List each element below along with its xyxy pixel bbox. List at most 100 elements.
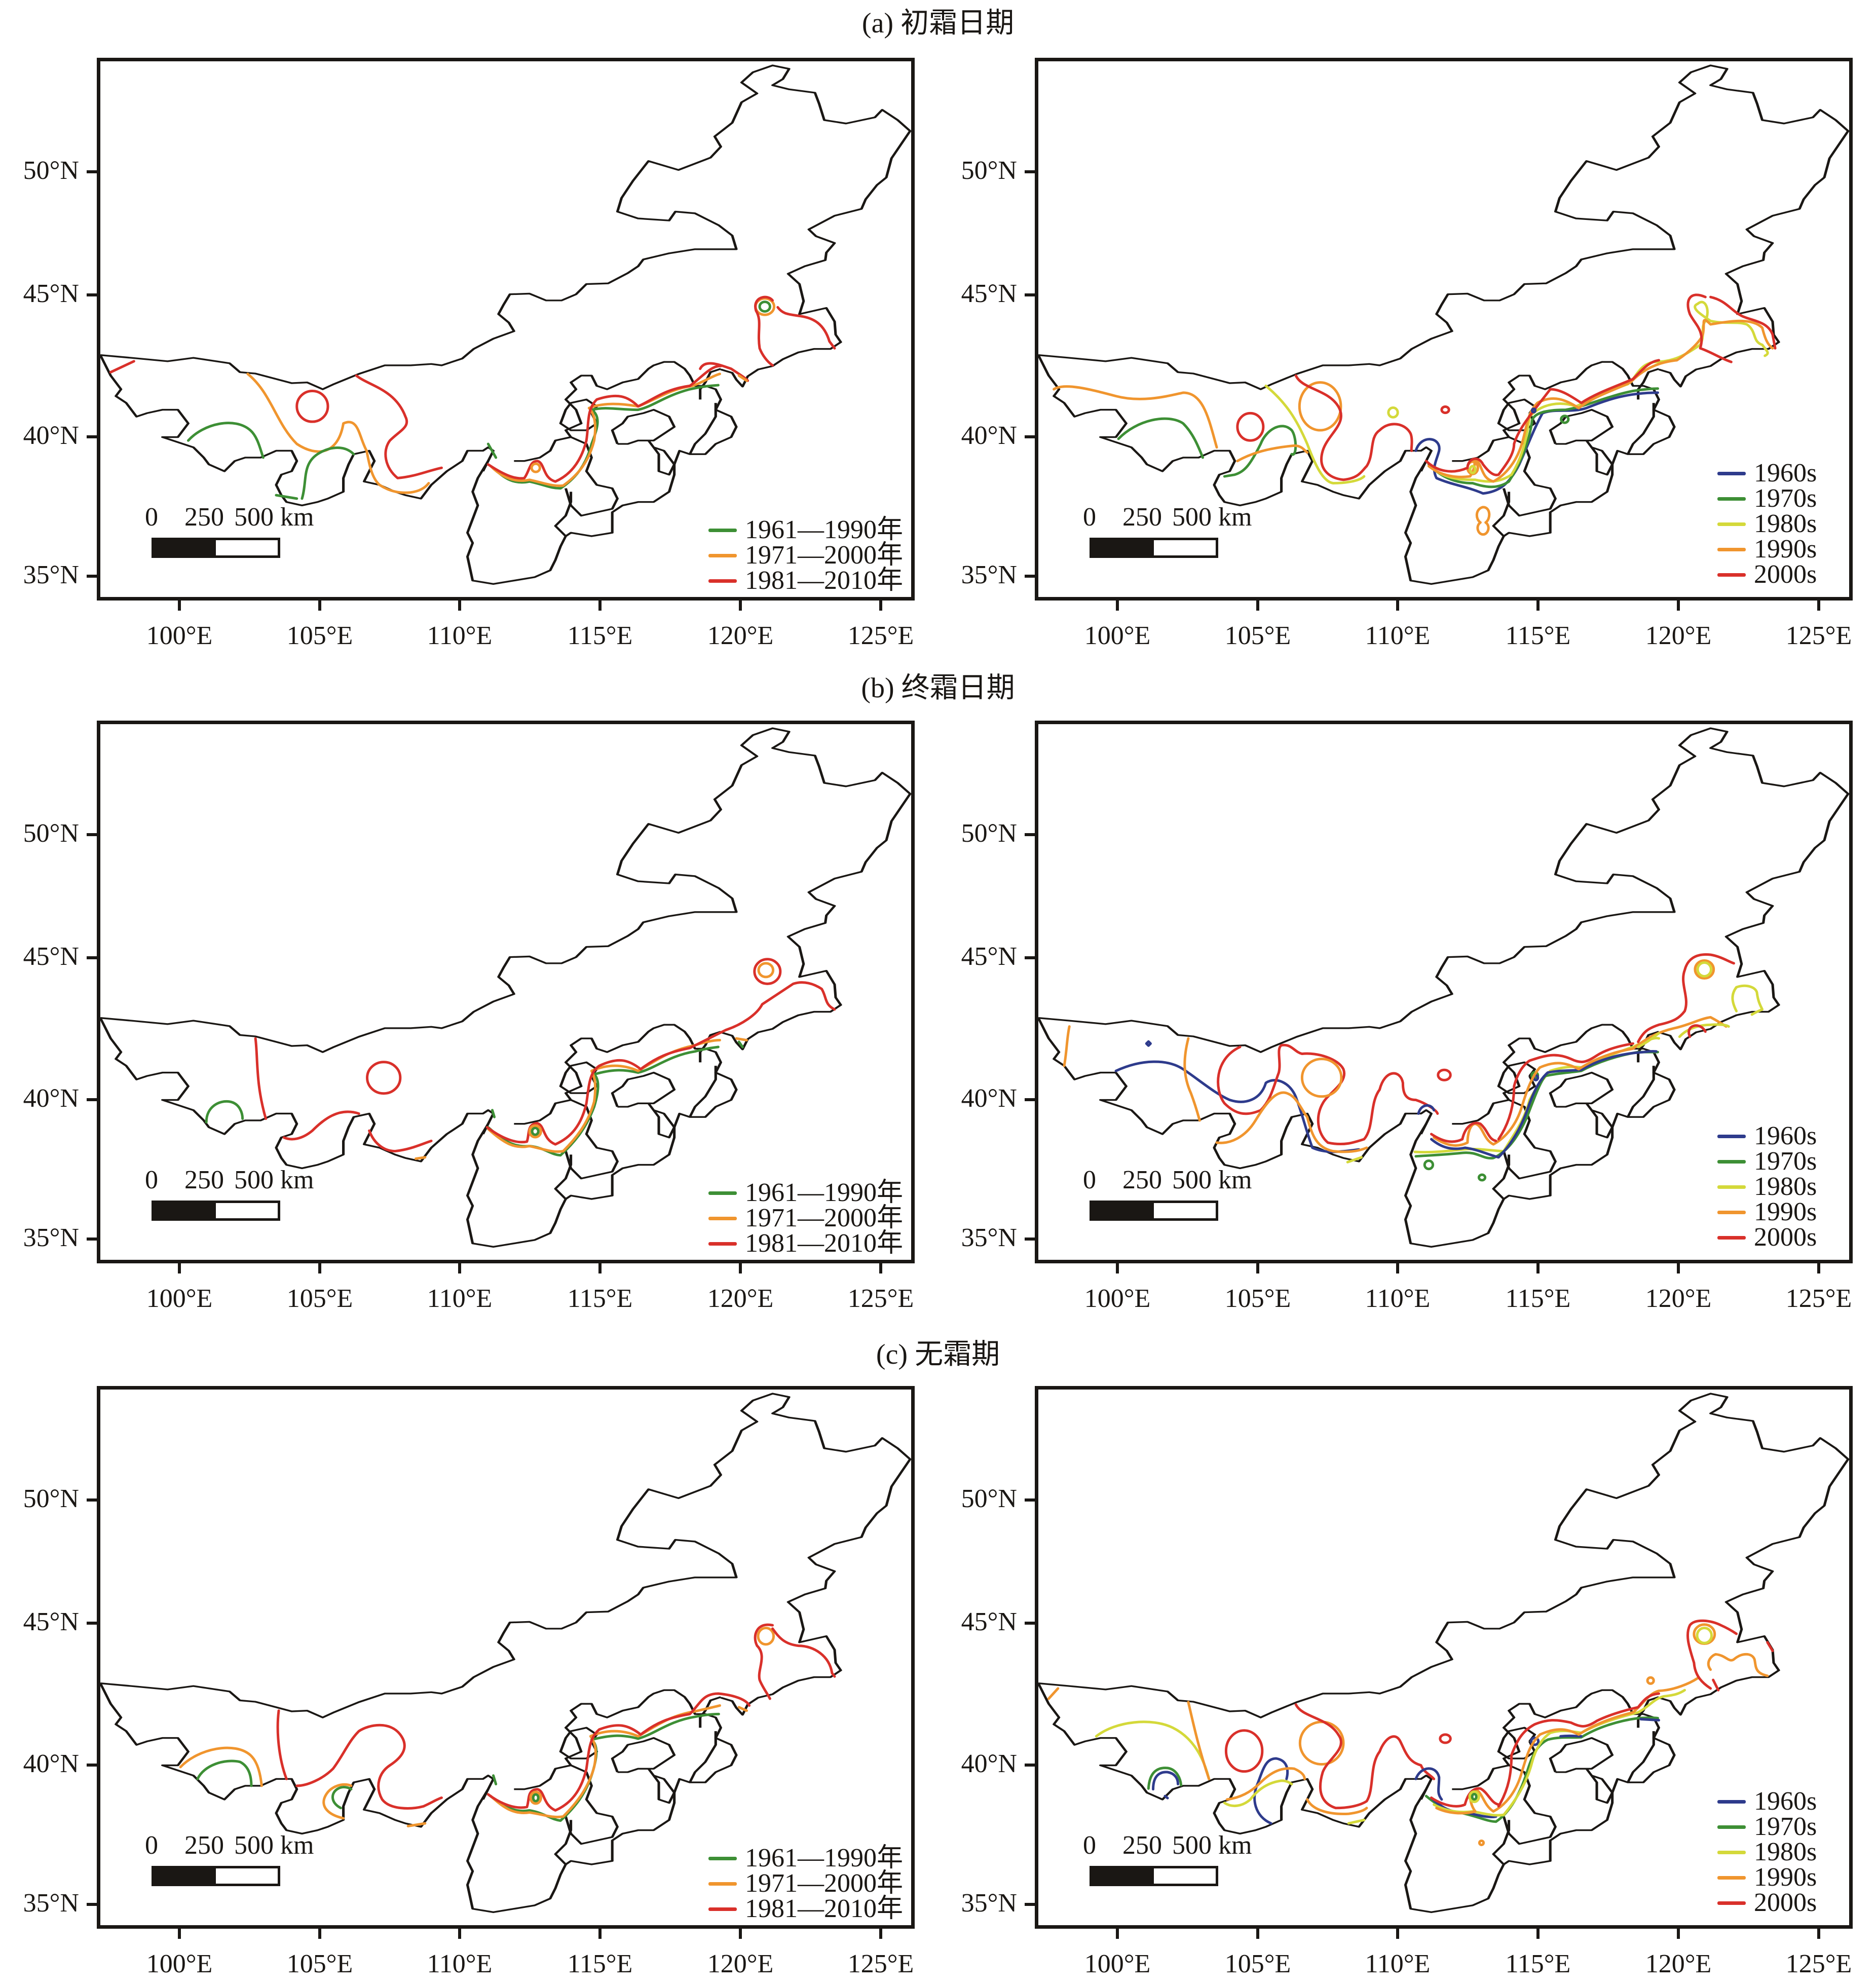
legend-label: 1981—2010年 [745, 1894, 904, 1923]
legend-item: 1970s [1717, 485, 1817, 512]
lon-tick [458, 1929, 461, 1939]
lat-tick-label: 35°N [961, 1889, 1017, 1918]
lon-tick [598, 1929, 602, 1939]
legend-swatch [708, 553, 737, 557]
contour-1961-1990- [198, 1761, 251, 1786]
contour-1980s [1347, 1157, 1362, 1162]
lon-tick-label: 100°E [146, 621, 213, 650]
lon-tick-label: 105°E [1224, 1284, 1291, 1313]
contour-2000s [1498, 955, 1734, 1140]
legend-label: 1990s [1754, 1863, 1817, 1892]
lat-tick-label: 40°N [961, 1749, 1017, 1778]
contour-1981-2010- [297, 1725, 442, 1808]
lat-tick-label: 45°N [23, 1607, 79, 1636]
lat-tick [1025, 1622, 1035, 1625]
contour-1980s [1224, 1781, 1292, 1806]
contour-1981-2010- [110, 361, 134, 372]
contour-2000s [1296, 376, 1412, 480]
lon-tick [178, 1929, 181, 1939]
contour-1981-2010- [488, 1694, 749, 1811]
contour-1990s [1695, 960, 1714, 978]
legend-item: 1981—2010年 [708, 1896, 903, 1922]
lon-tick-label: 120°E [707, 1949, 774, 1978]
lon-tick-label: 100°E [1084, 1284, 1151, 1313]
legend-label: 1970s [1754, 1812, 1817, 1841]
lon-tick-label: 120°E [707, 1284, 774, 1313]
lon-tick [1256, 1929, 1259, 1939]
contour-1981-2010- [367, 1062, 400, 1094]
lon-tick-label: 125°E [1785, 1949, 1852, 1978]
map-panel-b-right: 0 250 500 km 1960s 1970s 1980s 1990s 2000s [1035, 721, 1853, 1263]
contour-2000s [1237, 413, 1263, 440]
legend-item: 1980s [1717, 1839, 1817, 1865]
contour-1980s [1348, 1820, 1364, 1823]
map-canvas [100, 61, 911, 597]
lat-tick [87, 435, 97, 438]
lon-tick [879, 1263, 882, 1273]
contour-1980s [1638, 986, 1762, 1047]
legend-label: 2000s [1754, 1223, 1817, 1252]
lon-tick [1677, 1929, 1680, 1939]
lon-tick-label: 120°E [1645, 1949, 1712, 1978]
legend-swatch [708, 1242, 737, 1246]
map-panel-b-left: 0 250 500 km 1961—1990年 1971—2000年 1981—2010年 [97, 721, 915, 1263]
contour-1980s [1698, 963, 1711, 977]
legend-periods: 1961—1990年 1971—2000年 1981—2010年 [708, 1845, 904, 1922]
legend-item: 1960s [1717, 1788, 1817, 1815]
lat-tick [87, 575, 97, 578]
lat-tick-label: 45°N [23, 942, 79, 971]
contour-1990s [1429, 320, 1773, 481]
lat-tick-label: 35°N [23, 560, 79, 589]
scalebar-fill [154, 1203, 216, 1218]
lon-tick [1536, 1929, 1540, 1939]
lat-tick [1025, 575, 1035, 578]
contour-1970s [1118, 419, 1203, 458]
legend-periods: 1961—1990年 1971—2000年 1981—2010年 [708, 1180, 903, 1257]
lon-tick [739, 1263, 742, 1273]
legend-item: 1990s [1717, 536, 1817, 563]
contour-1970s [1429, 389, 1658, 487]
lon-tick [1396, 1263, 1399, 1273]
legend-item: 1971—2000年 [708, 542, 903, 569]
contour-1980s [1470, 466, 1475, 473]
lon-tick-label: 105°E [1224, 621, 1291, 650]
lon-tick [178, 1263, 181, 1273]
legend-label: 1970s [1754, 1147, 1817, 1176]
lat-tick [1025, 833, 1035, 836]
contour-1980s [1470, 1791, 1479, 1802]
contour-1990s [1307, 1799, 1367, 1814]
contour-1960s [1153, 1772, 1178, 1798]
lon-tick-label: 110°E [1365, 1284, 1431, 1313]
lon-tick-label: 110°E [427, 1284, 493, 1313]
legend-item: 2000s [1717, 1890, 1817, 1916]
contour-1981-2010- [255, 1038, 266, 1118]
lon-tick-label: 110°E [1365, 621, 1431, 650]
row-title-b: (b) 终霜日期 [861, 672, 1015, 704]
lat-tick-label: 50°N [961, 156, 1017, 185]
contour-2000s [1442, 407, 1449, 413]
lat-tick [87, 1098, 97, 1101]
legend-label: 1971—2000年 [745, 1869, 904, 1898]
scalebar-label: 250 [184, 503, 224, 532]
lat-tick-label: 45°N [23, 279, 79, 308]
legend-label: 1981—2010年 [745, 566, 904, 595]
lon-tick [1396, 1929, 1399, 1939]
contour-1971-2000- [491, 1706, 720, 1817]
contour-1990s [1479, 1841, 1483, 1845]
lon-tick [1116, 601, 1119, 611]
scalebar-label: 0 [145, 1831, 158, 1860]
legend-swatch [708, 1907, 737, 1911]
contour-1960s [1146, 1041, 1150, 1045]
contour-1961-1990- [760, 302, 770, 312]
contour-1990s [1185, 1038, 1200, 1120]
legend-swatch [708, 1191, 737, 1195]
lat-tick [87, 170, 97, 173]
contour-1971-2000- [739, 1707, 746, 1711]
lon-tick-label: 100°E [1084, 1949, 1151, 1978]
lat-tick [87, 956, 97, 959]
contour-1980s [1697, 1628, 1712, 1643]
contour-1990s [1217, 1093, 1367, 1152]
contour-1971-2000- [758, 1628, 774, 1644]
contour-1990s [1299, 383, 1341, 430]
lat-tick [87, 1903, 97, 1906]
